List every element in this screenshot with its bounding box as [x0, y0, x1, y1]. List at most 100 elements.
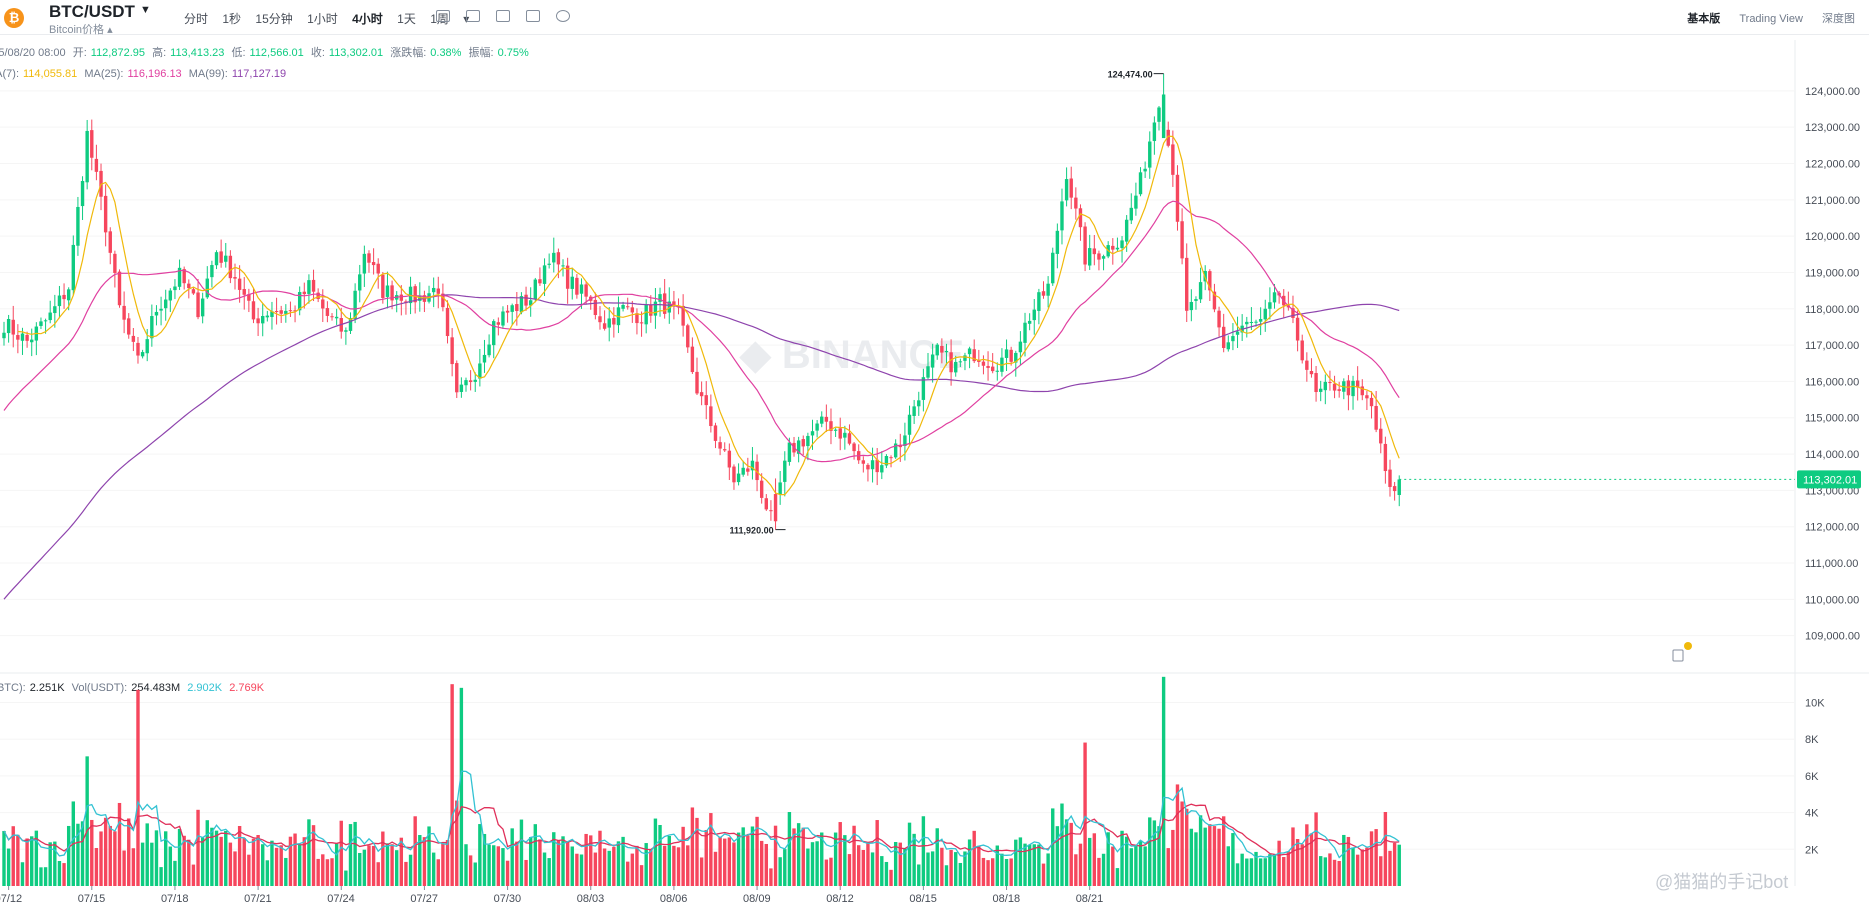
volume-ma5-line: [3, 770, 1400, 859]
volume-bar: [990, 858, 995, 886]
volume-bar: [90, 819, 94, 886]
volume-bar: [256, 835, 260, 886]
volume-bar: [168, 846, 173, 886]
interval-1w[interactable]: 1周: [430, 12, 449, 26]
calendar-icon[interactable]: [436, 10, 450, 22]
interval-1s[interactable]: 1秒: [222, 12, 242, 26]
candle-body: [200, 298, 205, 317]
volume-bar: [1041, 863, 1046, 886]
volume-bar: [519, 819, 524, 886]
candle-body: [736, 473, 741, 483]
volume-bar: [1189, 828, 1194, 886]
candle-body: [1212, 291, 1217, 310]
candle-body: [547, 263, 551, 265]
volume-ma10-line: [3, 803, 1400, 856]
volume-bar: [1027, 844, 1032, 886]
candle-body: [1101, 256, 1106, 259]
candle-body: [468, 380, 473, 383]
candle-body: [880, 465, 884, 473]
candle-body: [1189, 301, 1194, 311]
volume-bar: [1143, 846, 1147, 886]
volume-bar: [325, 859, 330, 886]
volume-bar: [496, 846, 501, 886]
interval-15m[interactable]: 15分钟: [255, 12, 293, 26]
x-tick-label: 07/24: [327, 893, 355, 905]
candle-body: [1023, 322, 1027, 343]
candle-body: [649, 304, 653, 316]
volume-bar: [940, 847, 944, 886]
candle-body: [1152, 122, 1157, 142]
volume-bar: [431, 852, 436, 886]
volume-bar: [302, 837, 306, 886]
bitcoin-icon: ₿: [4, 8, 24, 28]
volume-bar: [16, 834, 20, 886]
candle-body: [1124, 219, 1129, 242]
interval-time[interactable]: 分时: [184, 12, 209, 26]
volume-bar: [1217, 828, 1221, 886]
symbol-dropdown-icon[interactable]: ▼: [140, 4, 151, 16]
symbol-title[interactable]: BTC/USDT: [49, 2, 135, 21]
settings-icon[interactable]: [556, 10, 570, 22]
volume-bar: [247, 854, 251, 886]
view-tradingview[interactable]: Trading View: [1739, 13, 1803, 25]
price-tick-label: 116,000.00: [1805, 376, 1859, 388]
price-tick-label: 111,000.00: [1805, 558, 1858, 570]
volume-bar: [321, 854, 325, 886]
volume-bar: [1037, 844, 1041, 886]
candle-body: [191, 289, 196, 294]
candle-body: [565, 265, 570, 289]
line-chart-icon[interactable]: [466, 10, 480, 22]
x-tick-label: 08/15: [909, 893, 937, 905]
volume-bar: [1175, 784, 1180, 886]
volume-bar: [501, 848, 505, 886]
candle-body: [1249, 322, 1254, 324]
volume-bar: [205, 820, 209, 886]
candle-body: [1309, 370, 1314, 375]
candle-body: [612, 317, 616, 325]
interval-4h[interactable]: 4小时: [352, 12, 383, 26]
volume-bar: [76, 823, 80, 886]
interval-1h[interactable]: 1小时: [307, 12, 338, 26]
amplitude-value: 0.75%: [497, 47, 529, 59]
candle-body: [399, 294, 404, 301]
candle-body: [561, 265, 565, 267]
view-depth[interactable]: 深度图: [1822, 13, 1855, 25]
volume-bar: [579, 854, 584, 886]
candle-body: [1226, 342, 1230, 350]
volume-bar: [284, 857, 288, 886]
candle-body: [80, 181, 85, 207]
volume-bar: [649, 849, 653, 886]
volume-bar: [806, 848, 810, 886]
volume-bar: [1069, 822, 1073, 886]
candle-type-icon[interactable]: [496, 10, 510, 22]
candle-body: [159, 308, 163, 311]
candle-body: [25, 334, 29, 341]
volume-bar: [528, 837, 533, 886]
candle-body: [824, 416, 829, 422]
volume-bar: [547, 858, 551, 886]
candle-body: [1078, 208, 1083, 228]
volume-bar: [1198, 815, 1203, 886]
volume-bar: [1328, 853, 1332, 886]
candle-body: [524, 294, 528, 306]
candle-body: [325, 308, 330, 316]
volume-bar: [1263, 858, 1267, 886]
volume-bar: [1092, 833, 1097, 886]
volume-bar: [210, 827, 214, 886]
volume-bar: [288, 836, 293, 886]
candle-body: [1355, 380, 1360, 388]
candle-body: [644, 304, 648, 325]
candle-body: [48, 312, 52, 321]
candle-body: [455, 363, 459, 393]
volume-bar: [889, 869, 893, 886]
volume-bar: [1203, 827, 1207, 886]
indicator-settings-icon[interactable]: [526, 10, 540, 22]
interval-1d[interactable]: 1天: [397, 12, 416, 26]
candle-body: [219, 251, 223, 263]
view-basic[interactable]: 基本版: [1687, 13, 1721, 25]
volume-bar: [1208, 824, 1212, 886]
volume-bar: [796, 823, 801, 886]
volume-bar: [251, 838, 256, 886]
interval-selector: 分时 1秒 15分钟 1小时 4小时 1天 1周 ▾: [184, 10, 480, 27]
